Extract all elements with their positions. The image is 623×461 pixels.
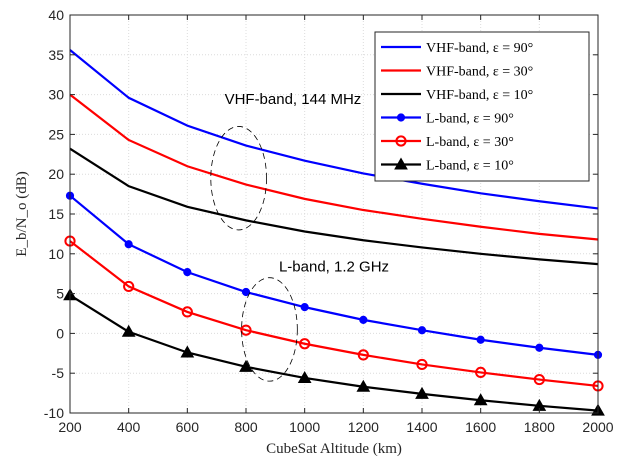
legend-label: VHF-band, ε = 30° <box>426 65 533 80</box>
series-group <box>63 49 605 416</box>
series-line <box>69 194 599 356</box>
x-tick-label: 1200 <box>348 419 379 435</box>
data-point <box>416 358 428 371</box>
series-line <box>69 147 599 266</box>
vhf-band-ellipse <box>210 126 267 231</box>
y-tick-label: 20 <box>48 166 64 182</box>
legend-item: L-band, ε = 30° <box>381 135 514 150</box>
data-point <box>300 303 309 312</box>
data-point <box>356 379 371 392</box>
l-band-ellipse <box>241 277 298 382</box>
data-point <box>123 280 135 293</box>
data-point <box>535 343 544 352</box>
data-point <box>417 326 427 335</box>
series-0 <box>69 49 599 210</box>
data-point <box>476 335 485 344</box>
legend-item: VHF-band, ε = 90° <box>381 41 533 56</box>
data-point <box>239 359 253 372</box>
vhf-band-annotation: VHF-band, 144 MHz <box>225 91 362 108</box>
x-axis-label: CubeSat Altitude (km) <box>266 441 402 457</box>
x-tick-label: 1800 <box>524 419 555 435</box>
y-tick-label: 5 <box>56 286 64 302</box>
data-point <box>299 338 311 350</box>
legend-item: L-band, ε = 90° <box>381 112 514 127</box>
x-tick-label: 400 <box>117 419 141 435</box>
data-point <box>240 324 252 336</box>
legend-item: L-band, ε = 10° <box>381 157 514 174</box>
l-band-annotation: L-band, 1.2 GHz <box>279 258 389 275</box>
grid <box>70 15 598 413</box>
series-line <box>69 240 599 388</box>
legend-marker <box>396 113 406 122</box>
data-point <box>297 370 312 383</box>
legend-marker <box>394 157 408 170</box>
y-tick-label: 25 <box>48 126 64 142</box>
y-tick-label: -10 <box>44 405 64 421</box>
legend-label: VHF-band, ε = 90° <box>426 41 533 56</box>
series-5 <box>63 288 605 416</box>
data-point <box>357 349 369 361</box>
legend-label: L-band, ε = 30° <box>426 135 514 150</box>
legend-item: VHF-band, ε = 10° <box>381 88 533 103</box>
x-tick-label: 800 <box>234 419 258 435</box>
y-tick-label: 30 <box>48 87 64 103</box>
series-line <box>69 49 599 210</box>
legend-item: VHF-band, ε = 30° <box>381 65 533 80</box>
data-point <box>473 393 488 406</box>
data-point <box>475 366 487 379</box>
data-point <box>121 324 136 337</box>
x-tick-label: 2000 <box>582 419 613 435</box>
series-line <box>69 294 599 412</box>
y-tick-label: -5 <box>52 365 65 381</box>
y-tick-label: 10 <box>48 246 64 262</box>
series-2 <box>69 147 599 266</box>
data-point <box>415 386 429 399</box>
x-tick-label: 1000 <box>289 419 320 435</box>
legend-marker <box>395 135 407 147</box>
y-tick-label: 0 <box>56 325 64 341</box>
legend-label: VHF-band, ε = 10° <box>426 88 533 103</box>
annotations: VHF-band, 144 MHz L-band, 1.2 GHz <box>210 91 389 382</box>
data-point <box>180 345 195 358</box>
x-tick-label: 1600 <box>465 419 496 435</box>
data-point <box>359 315 368 324</box>
series-1 <box>69 93 599 241</box>
legend-label: L-band, ε = 90° <box>426 112 514 127</box>
y-tick-label: 15 <box>48 206 64 222</box>
series-line <box>69 93 599 241</box>
axis-ticks: 200 400 600 800 1000 1200 1400 1600 1800 2000-10-… <box>44 7 614 435</box>
data-point <box>183 268 192 277</box>
y-tick-label: 40 <box>48 7 64 23</box>
data-point <box>181 306 193 318</box>
data-point <box>241 287 251 297</box>
data-point <box>533 373 545 386</box>
legend-box <box>374 31 590 182</box>
y-axis-label: E_b/N_o (dB) <box>14 171 30 256</box>
legend-label: L-band, ε = 10° <box>426 159 514 174</box>
x-tick-label: 600 <box>176 419 200 435</box>
y-tick-label: 35 <box>48 47 64 63</box>
x-tick-label: 200 <box>58 419 82 435</box>
x-tick-label: 1400 <box>406 419 437 435</box>
series-3 <box>65 191 603 359</box>
legend: VHF-band, ε = 90° VHF-band, ε = 30° VHF-ba… <box>374 31 590 182</box>
data-point <box>124 240 133 249</box>
